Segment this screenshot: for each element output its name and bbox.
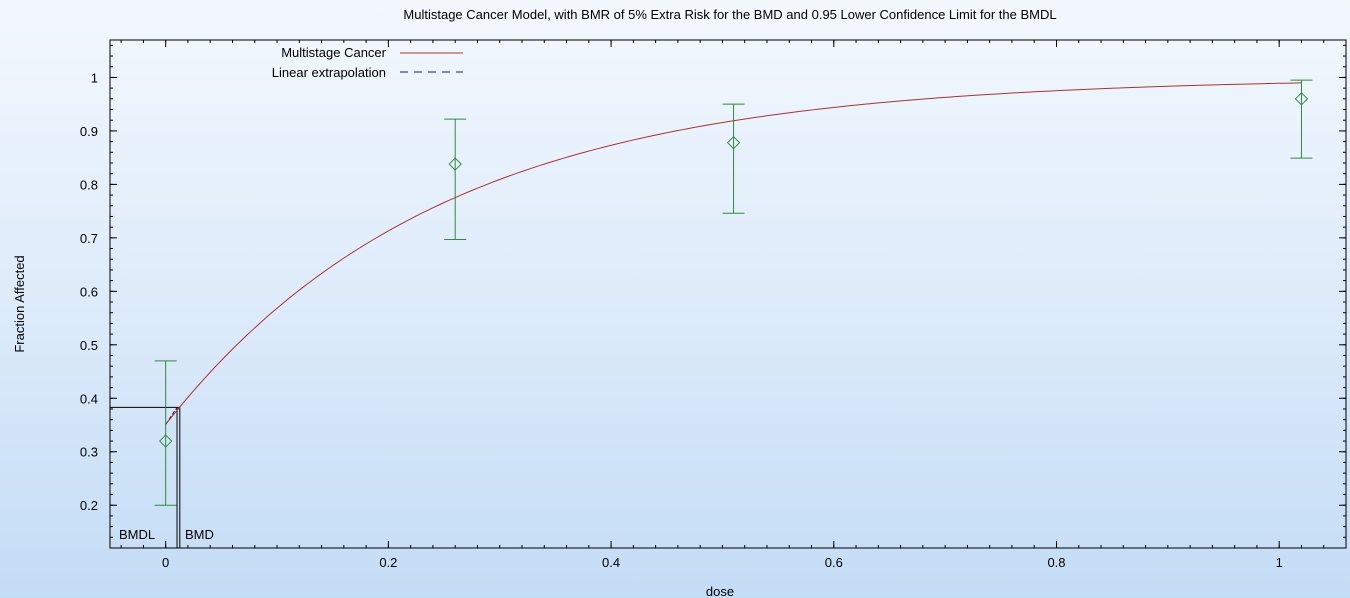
y-tick-label: 0.8 [80, 177, 98, 192]
chart-title: Multistage Cancer Model, with BMR of 5% … [403, 7, 1056, 22]
y-tick-label: 1 [91, 70, 98, 85]
bmd-label: BMD [185, 527, 214, 542]
legend: Multistage Cancer Linear extrapolation [272, 45, 463, 80]
observations [154, 79, 1313, 506]
bmdl-label: BMDL [119, 527, 155, 542]
data-point-marker [726, 135, 741, 150]
y-tick-label: 0.3 [80, 445, 98, 460]
x-tick-label: 0.4 [602, 555, 620, 570]
data-point-marker [158, 434, 173, 448]
x-axis-label: dose [706, 584, 734, 598]
y-tick-label: 0.7 [80, 231, 98, 246]
y-axis: 0.2 0.3 0.4 0.5 0.6 0.7 0.8 0.9 1 [80, 44, 1346, 549]
y-axis-label: Fraction Affected [12, 255, 27, 352]
y-tick-label: 0.5 [80, 338, 98, 353]
x-tick-label: 1 [1276, 555, 1283, 570]
x-tick-label: 0.2 [379, 555, 397, 570]
x-tick-label: 0 [162, 555, 169, 570]
data-point-marker [448, 157, 462, 171]
y-tick-label: 0.6 [80, 284, 98, 299]
legend-label-multistage: Multistage Cancer [281, 45, 386, 60]
legend-label-linear: Linear extrapolation [272, 65, 386, 80]
x-axis: 0 0.2 0.4 0.6 0.8 1 [120, 40, 1325, 570]
y-tick-label: 0.2 [80, 498, 98, 513]
x-tick-label: 0.6 [825, 555, 843, 570]
y-tick-label: 0.4 [80, 391, 98, 406]
y-tick-label: 0.9 [80, 124, 98, 139]
plot-frame [109, 39, 1347, 549]
data-point-marker [1294, 92, 1309, 106]
x-tick-label: 0.8 [1047, 555, 1065, 570]
